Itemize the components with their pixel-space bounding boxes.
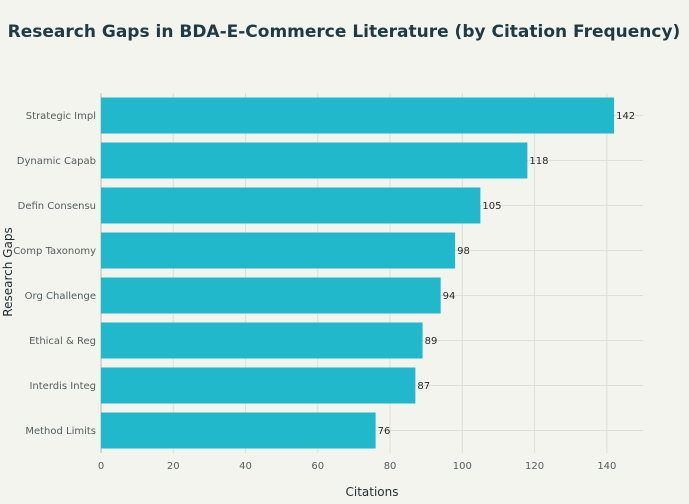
label-layer: 0 20 40 60 80 100 120 140 Strategic Impl 142 Dynam… bbox=[13, 111, 635, 472]
x-tick-label: 80 bbox=[384, 461, 397, 472]
y-axis-label: Research Gaps bbox=[1, 227, 15, 316]
x-tick-label: 100 bbox=[453, 461, 472, 472]
category-label: Strategic Impl bbox=[26, 111, 96, 122]
bar bbox=[101, 322, 423, 359]
value-label: 105 bbox=[482, 201, 501, 212]
value-label: 94 bbox=[443, 291, 456, 302]
category-label: Ethical & Reg bbox=[29, 336, 96, 347]
x-tick-label: 0 bbox=[98, 461, 104, 472]
value-label: 89 bbox=[425, 336, 438, 347]
bar bbox=[101, 187, 481, 224]
x-tick-label: 60 bbox=[311, 461, 324, 472]
category-label: Org Challenge bbox=[25, 291, 96, 302]
value-label: 142 bbox=[616, 111, 635, 122]
bar bbox=[101, 142, 528, 179]
category-label: Defin Consensu bbox=[18, 201, 96, 212]
category-label: Dynamic Capab bbox=[17, 156, 96, 167]
bar-layer bbox=[101, 97, 615, 449]
bar bbox=[101, 412, 376, 449]
value-label: 118 bbox=[529, 156, 548, 167]
bar bbox=[101, 97, 615, 134]
x-tick-label: 120 bbox=[525, 461, 544, 472]
bar bbox=[101, 232, 456, 269]
category-label: Comp Taxonomy bbox=[13, 246, 96, 257]
category-label: Method Limits bbox=[25, 426, 96, 437]
value-label: 98 bbox=[457, 246, 470, 257]
bar bbox=[101, 277, 441, 314]
chart-title: Research Gaps in BDA-E-Commerce Literatu… bbox=[8, 22, 681, 42]
category-label: Interdis Integ bbox=[29, 381, 96, 392]
value-label: 87 bbox=[417, 381, 430, 392]
value-label: 76 bbox=[378, 426, 391, 437]
x-axis-label: Citations bbox=[345, 485, 398, 499]
bar bbox=[101, 367, 416, 404]
x-tick-label: 140 bbox=[597, 461, 616, 472]
x-tick-label: 20 bbox=[167, 461, 180, 472]
x-tick-label: 40 bbox=[239, 461, 252, 472]
